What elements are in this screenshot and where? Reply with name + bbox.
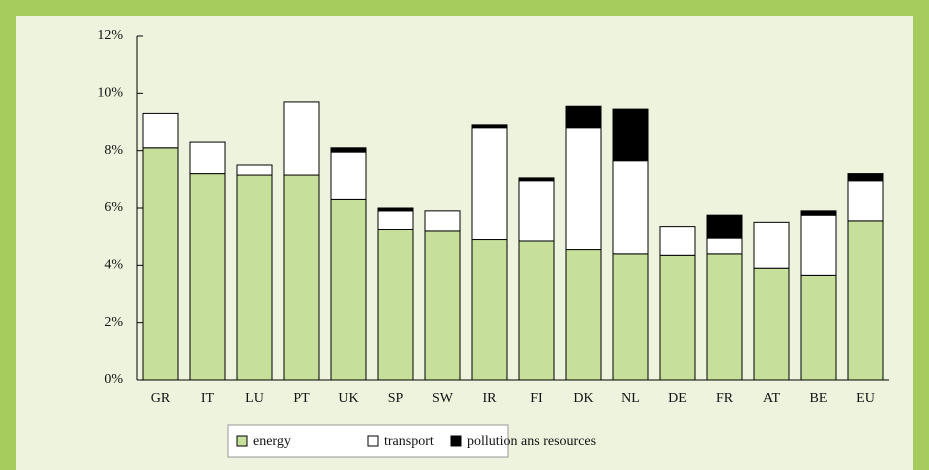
bar-segment [706, 237, 743, 255]
bar-segment [236, 174, 273, 381]
bar-segment [471, 124, 508, 129]
x-tick-label: LU [245, 391, 264, 406]
bar-segment [612, 160, 649, 255]
bar-segment [565, 249, 602, 381]
bar-segment [377, 210, 414, 231]
bar-segment [847, 220, 884, 381]
bar-segment [706, 253, 743, 381]
bar-segment [330, 151, 367, 200]
x-tick-label: DE [668, 391, 687, 406]
bar-segment [659, 226, 696, 256]
bar-segment [283, 174, 320, 381]
x-tick-label: FI [530, 391, 543, 406]
bar-segment [189, 141, 226, 175]
bar-segment [847, 180, 884, 222]
bar-segment [612, 108, 649, 162]
bar-segment [612, 253, 649, 381]
bar-segment [377, 229, 414, 381]
x-tick-label: EU [856, 391, 875, 406]
x-tick-label: SW [432, 391, 454, 406]
bar-segment [471, 239, 508, 381]
x-tick-label: NL [621, 391, 640, 406]
bar-segment [800, 210, 837, 216]
bar-segment [518, 180, 555, 242]
bar-segment [236, 164, 273, 176]
x-tick-label: BE [810, 391, 828, 406]
y-tick-label: 8% [104, 143, 123, 158]
bar-segment [283, 101, 320, 176]
x-tick-label: GR [151, 391, 171, 406]
legend-label: transport [384, 434, 434, 449]
bar-segment [424, 230, 461, 381]
bar-segment [518, 240, 555, 381]
x-tick-label: UK [338, 391, 358, 406]
bar-segment [189, 173, 226, 381]
bar-segment [706, 214, 743, 239]
bar-segment [142, 147, 179, 381]
y-tick-label: 10% [97, 86, 123, 101]
legend-swatch [367, 435, 379, 447]
legend-label: pollution ans resources [467, 434, 596, 449]
y-tick-label: 2% [104, 315, 123, 330]
legend-label: energy [253, 434, 291, 449]
legend-swatch [236, 435, 248, 447]
bar-segment [847, 173, 884, 182]
bar-segment [659, 254, 696, 381]
x-tick-label: SP [388, 391, 404, 406]
bar-segment [330, 198, 367, 381]
bar-segment [800, 214, 837, 276]
bar-segment [142, 112, 179, 149]
bar-segment [565, 105, 602, 129]
bar-segment [800, 274, 837, 381]
x-tick-label: AT [763, 391, 781, 406]
y-tick-label: 4% [104, 258, 123, 273]
bar-segment [753, 267, 790, 381]
x-tick-label: FR [716, 391, 734, 406]
bar-segment [471, 127, 508, 241]
bar-segment [753, 221, 790, 269]
bar-segment [330, 147, 367, 153]
x-tick-label: PT [293, 391, 310, 406]
bar-segment [565, 127, 602, 251]
y-tick-label: 12% [97, 28, 123, 43]
y-tick-label: 6% [104, 200, 123, 215]
x-tick-label: IR [483, 391, 498, 406]
x-tick-label: DK [573, 391, 593, 406]
y-tick-label: 0% [104, 372, 123, 387]
bar-segment [424, 210, 461, 232]
bar-segment [377, 207, 414, 212]
x-tick-label: IT [201, 391, 215, 406]
legend-swatch [450, 435, 462, 447]
bar-segment [518, 177, 555, 182]
